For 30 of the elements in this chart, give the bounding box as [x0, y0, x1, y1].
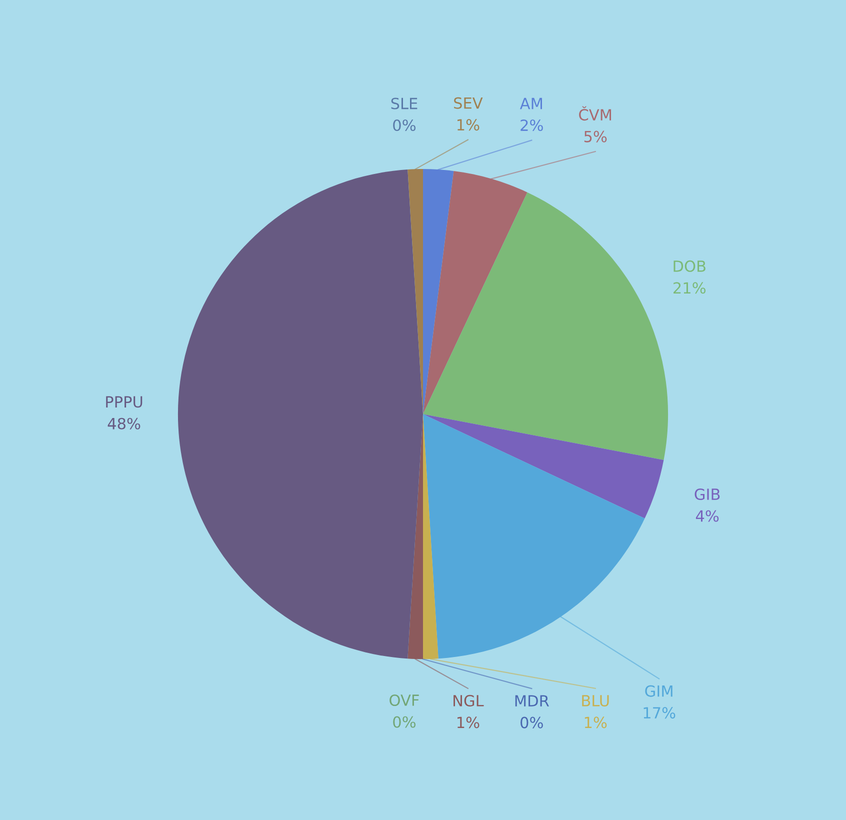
pie-slice: [423, 170, 528, 414]
slice-label: SEV: [454, 97, 483, 109]
pie-slice: [423, 414, 664, 518]
pie-slice: [423, 169, 454, 414]
slice-label: BLU: [582, 695, 609, 706]
slice-label: PPPU: [106, 396, 142, 408]
slice-label: GIM: [645, 685, 672, 697]
text: 0%: [393, 119, 416, 132]
pie-slice: [423, 192, 668, 460]
category-label: MDR: [515, 695, 549, 706]
category-label: SLE: [391, 98, 418, 110]
data-label: 17%: [644, 707, 676, 719]
slice-label: NGL: [454, 694, 484, 706]
data-label: 1%: [458, 716, 480, 728]
data-label: 1%: [584, 716, 607, 728]
data-label: 5%: [584, 130, 607, 142]
text: 0%: [393, 716, 416, 728]
slice-label: GIB: [694, 488, 720, 500]
text: 0%: [520, 716, 543, 728]
category-label: OVF: [390, 694, 419, 706]
data-label: 48%: [108, 418, 140, 430]
slice-label: DOB: [674, 260, 706, 272]
pie-slice: [423, 414, 645, 659]
data-label: 21%: [674, 282, 706, 294]
data-label: 1%: [458, 119, 480, 131]
slice-label: AM: [520, 98, 542, 110]
pie-slice: [178, 170, 423, 659]
slice-label: ČVM: [579, 106, 612, 121]
data-label: 2%: [520, 119, 543, 132]
data-label: 4%: [696, 510, 719, 522]
